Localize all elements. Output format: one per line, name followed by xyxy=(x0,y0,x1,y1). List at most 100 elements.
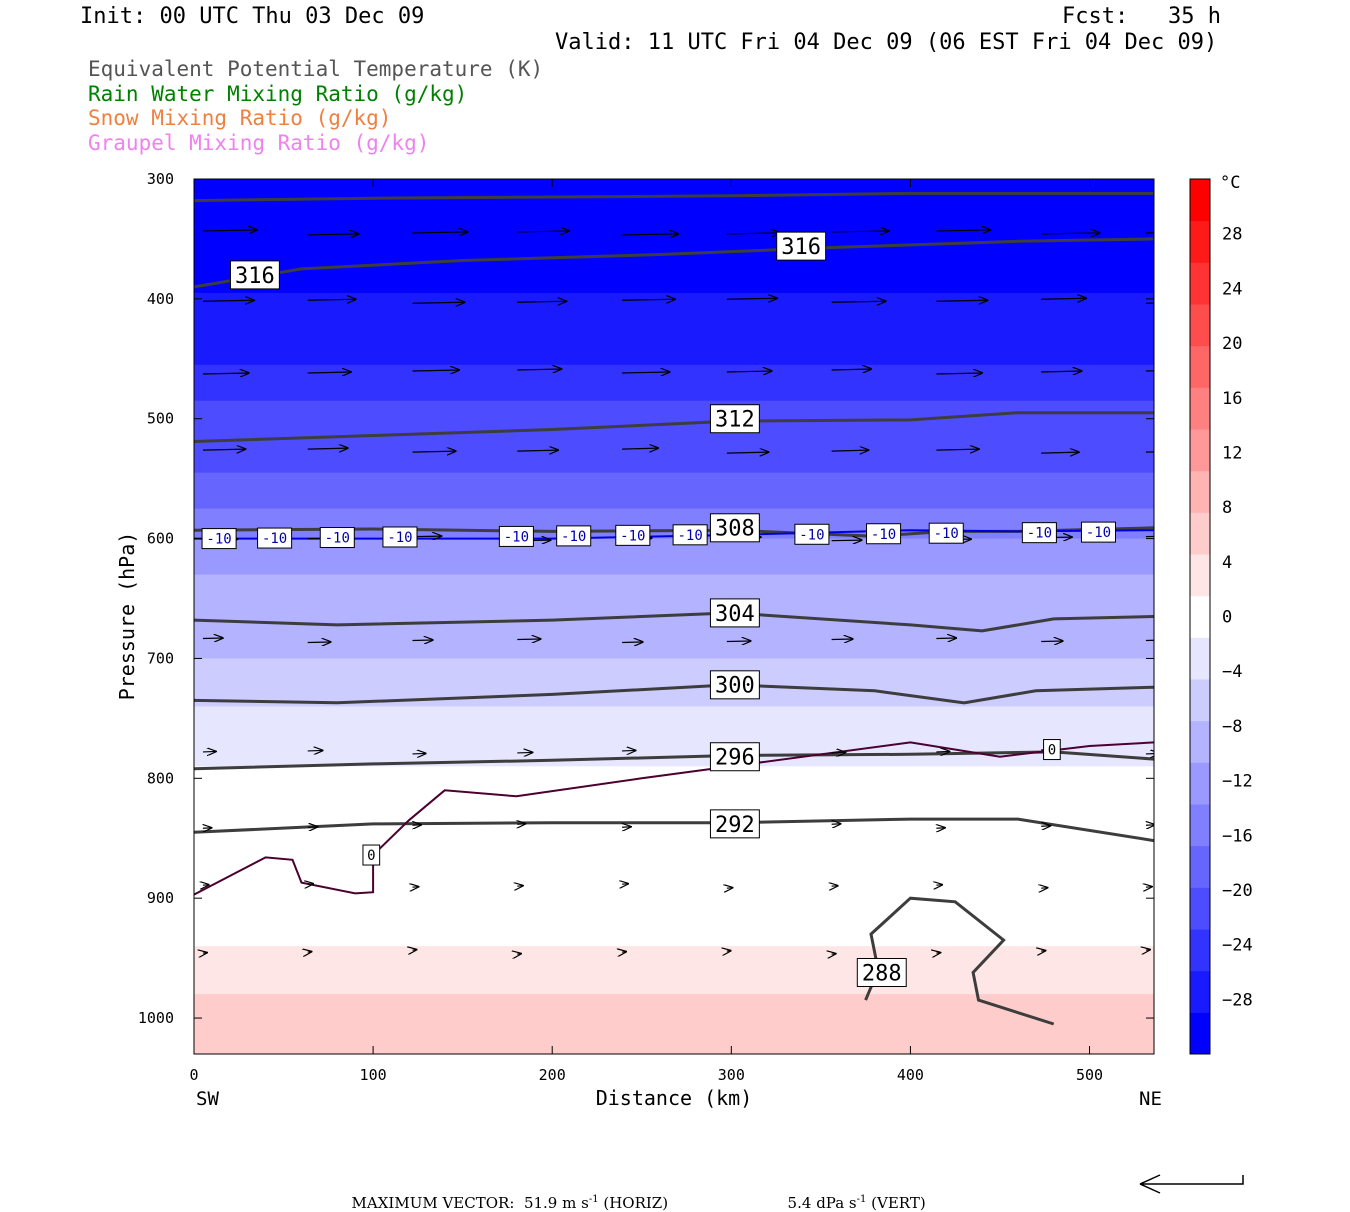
legend-graupel: Graupel Mixing Ratio (g/kg) xyxy=(88,131,430,155)
colorbar-label--28: −28 xyxy=(1222,990,1253,1010)
wind-vector-1-356 xyxy=(831,301,886,302)
wind-vector-2-356 xyxy=(831,369,872,370)
wind-vector-1-239 xyxy=(622,299,675,300)
vertical-vector-reference-arrow xyxy=(1139,1174,1244,1194)
forecast-hour: Fcst: 35 h xyxy=(1062,4,1221,29)
wind-vector-1-64 xyxy=(307,299,356,300)
y-tick-label-800: 800 xyxy=(147,769,174,787)
colorbar-cell-16 xyxy=(1190,345,1210,388)
colorbar-cell-0 xyxy=(1190,1012,1210,1055)
colorbar-cell-10 xyxy=(1190,595,1210,638)
wind-vector-9-415 xyxy=(936,953,940,954)
wind-vector-6-239 xyxy=(622,750,635,751)
wind-vector-8-5 xyxy=(203,885,209,886)
temp-label-m10-9-box xyxy=(866,523,902,545)
x-tick-label-400: 400 xyxy=(897,1066,924,1084)
wind-vector-6-532 xyxy=(1145,753,1154,754)
wind-vector-0-415 xyxy=(936,230,990,231)
temp-label-m10-0-box xyxy=(201,528,237,550)
temperature-band-17 xyxy=(194,994,1154,1054)
temperature-band-3 xyxy=(194,328,1154,366)
wind-vector-9-532 xyxy=(1146,950,1150,951)
temperature-band-12 xyxy=(194,658,1154,707)
axes: 0 100 200 300 400 500 300 400 500 600 700 800 900 100… xyxy=(138,170,1154,1084)
colorbar-label-16: 16 xyxy=(1222,389,1242,409)
y-tick-label-600: 600 xyxy=(147,530,174,548)
colorbar-label--20: −20 xyxy=(1222,881,1253,901)
temp-label-m10-2-box xyxy=(319,527,355,549)
colorbar-label-0: 0 xyxy=(1222,608,1232,628)
theta-e-label-304-4-box xyxy=(709,598,760,628)
x-end-label-left: SW xyxy=(196,1088,219,1110)
wind-vector-1-181 xyxy=(517,301,566,302)
wind-vector-7-356 xyxy=(832,824,841,825)
temp-label-m10-12-box xyxy=(1080,521,1116,543)
max-horiz-unit: m s xyxy=(562,1194,589,1212)
theta-e-line-316-0 xyxy=(194,191,1154,203)
temp-label-m10-10-box xyxy=(928,522,964,544)
theta-e-label-312-2-box xyxy=(709,404,760,434)
colorbar-cell-5 xyxy=(1190,804,1210,847)
wind-vector-2-298 xyxy=(726,371,772,372)
wind-vector-2-415 xyxy=(936,373,982,374)
y-tick-label-900: 900 xyxy=(147,889,174,907)
temp-label-m10-5-box xyxy=(556,525,592,547)
temp-label-m10-0: -10 xyxy=(206,532,231,548)
wind-vector-9-5 xyxy=(203,953,207,954)
theta-e-label-296-6: 296 xyxy=(715,746,755,771)
colorbar-cell-14 xyxy=(1190,429,1210,472)
wind-vector-3-473 xyxy=(1041,452,1079,453)
wind-vector-5-356 xyxy=(831,639,853,640)
x-axis-label: Distance (km) xyxy=(596,1086,753,1110)
colorbar-unit: °C xyxy=(1220,173,1240,193)
valid-time: Valid: 11 UTC Fri 04 Dec 09 (06 EST Fri … xyxy=(555,30,1218,55)
x-tick-label-0: 0 xyxy=(189,1066,198,1084)
temperature-fill xyxy=(194,179,1154,1054)
x-tick-label-100: 100 xyxy=(360,1066,387,1084)
temperature-band-16 xyxy=(194,946,1154,995)
theta-e-label-316-1: 316 xyxy=(235,264,275,289)
x-end-label-right: NE xyxy=(1139,1088,1162,1110)
wind-vector-0-298 xyxy=(726,233,780,234)
wind-vector-9-239 xyxy=(622,952,626,953)
theta-e-line-300-5 xyxy=(194,683,1154,705)
wind-vector-1-122 xyxy=(412,302,465,303)
wind-vector-8-64 xyxy=(308,884,313,885)
y-axis-label: Pressure (hPa) xyxy=(115,532,139,701)
wind-vector-4-356 xyxy=(831,540,862,541)
legend-theta-e: Equivalent Potential Temperature (K) xyxy=(88,57,544,81)
wind-vector-8-532 xyxy=(1146,887,1152,888)
colorbar-cell-15 xyxy=(1190,387,1210,430)
x-tick-label-200: 200 xyxy=(539,1066,566,1084)
wind-vector-8-415 xyxy=(936,885,942,886)
wind-vector-3-239 xyxy=(622,448,658,449)
x-tick-label-300: 300 xyxy=(718,1066,745,1084)
colorbar-cell-6 xyxy=(1190,762,1210,805)
wind-vector-9-473 xyxy=(1041,951,1045,952)
temperature-band-4 xyxy=(194,364,1154,402)
wind-vector-5-532 xyxy=(1145,639,1154,642)
colorbar-label--16: −16 xyxy=(1222,826,1253,846)
colorbar-frame xyxy=(1189,178,1211,1055)
temp-label-zero-2: 0 xyxy=(1048,743,1056,759)
theta-e-label-292-7-box xyxy=(709,809,760,839)
wind-vector-1-473 xyxy=(1041,298,1086,299)
theta-e-label-316-0: 316 xyxy=(781,235,821,260)
wind-vector-5-415 xyxy=(936,638,956,639)
wind-vector-3-415 xyxy=(936,449,978,450)
colorbar-label--24: −24 xyxy=(1222,936,1253,956)
colorbar-cell-17 xyxy=(1190,304,1210,347)
wind-vector-0-239 xyxy=(622,234,678,235)
wind-vector-3-298 xyxy=(726,452,769,453)
temp-label-m10-1: -10 xyxy=(262,531,287,547)
wind-vector-8-356 xyxy=(832,886,838,887)
colorbar-label--4: −4 xyxy=(1222,662,1242,682)
legend-snow: Snow Mixing Ratio (g/kg) xyxy=(88,106,392,130)
wind-vector-5-298 xyxy=(726,641,751,642)
wind-vector-7-239 xyxy=(622,827,631,828)
wind-vector-2-122 xyxy=(412,370,460,371)
colorbar-cell-1 xyxy=(1190,970,1210,1013)
temp-label-m10-11: -10 xyxy=(1027,526,1052,542)
wind-vector-6-5 xyxy=(202,751,216,752)
theta-e-line-316-1 xyxy=(194,237,1154,289)
